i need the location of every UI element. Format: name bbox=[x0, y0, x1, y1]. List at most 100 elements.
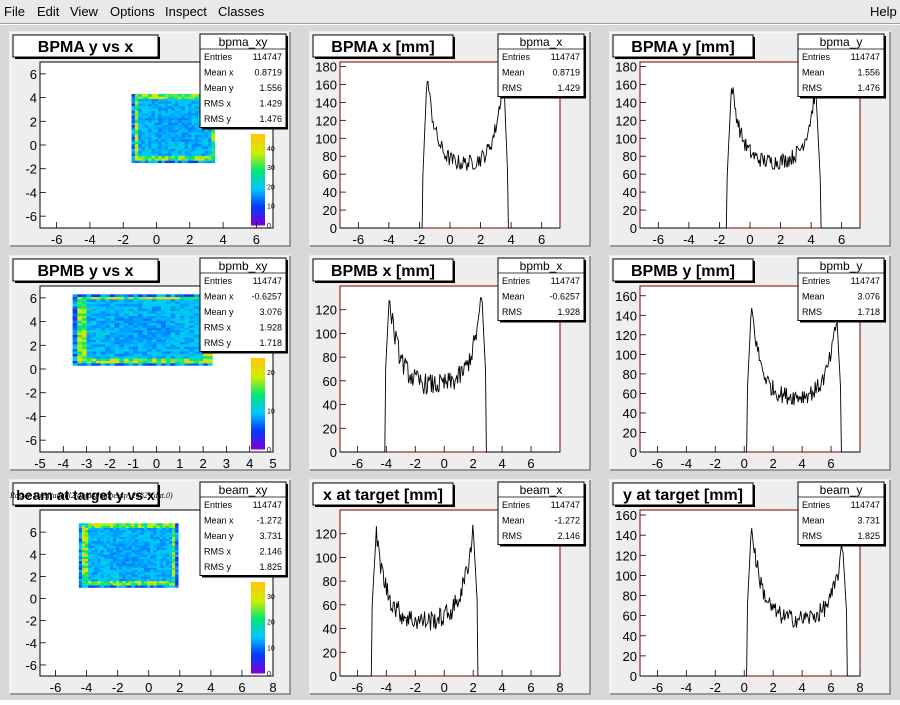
heatmap-cell bbox=[103, 554, 108, 557]
heatmap-cell bbox=[133, 306, 139, 309]
heatmap-cell bbox=[97, 565, 101, 568]
palette-band bbox=[251, 629, 265, 633]
heatmap-cell bbox=[123, 303, 129, 307]
heatmap-cell bbox=[158, 110, 162, 114]
heatmap-cell bbox=[208, 129, 212, 133]
heatmap-cell bbox=[172, 556, 176, 559]
heatmap-cell bbox=[201, 141, 206, 145]
heatmap-cell bbox=[86, 315, 92, 319]
menu-inspect[interactable]: Inspect bbox=[165, 4, 207, 19]
heatmap-cell bbox=[194, 94, 199, 97]
y-tick-label: 80 bbox=[623, 367, 637, 382]
heatmap-cell bbox=[105, 363, 111, 366]
heatmap-cell bbox=[156, 353, 162, 357]
menu-help[interactable]: Help bbox=[870, 4, 897, 19]
heatmap-cell bbox=[191, 134, 196, 137]
heatmap-cell bbox=[208, 143, 212, 147]
heatmap-cell bbox=[144, 534, 148, 537]
heatmap-cell bbox=[122, 549, 126, 553]
heatmap-cell bbox=[133, 327, 139, 331]
pad-title: BPMA y vs x bbox=[38, 39, 134, 56]
heatmap-cell bbox=[175, 523, 179, 526]
heatmap-cell bbox=[72, 322, 78, 326]
heatmap-cell bbox=[161, 351, 167, 354]
heatmap-cell bbox=[165, 360, 171, 364]
heatmap-cell bbox=[175, 543, 179, 546]
heatmap-cell bbox=[78, 527, 83, 531]
heatmap-cell bbox=[168, 540, 173, 544]
palette-band bbox=[251, 647, 265, 651]
root-canvas[interactable]: 0 10 20 30 40 -6 -4 -2 0 2 4 6 -6 -4 -2 0 2 4 6 BPMA y vs x… bbox=[0, 25, 900, 700]
x-tick-label: 2 bbox=[470, 680, 477, 695]
heatmap-cell bbox=[189, 339, 195, 343]
heatmap-cell bbox=[211, 155, 216, 159]
heatmap-cell bbox=[151, 98, 156, 102]
heatmap-cell bbox=[131, 529, 136, 533]
heatmap-cell bbox=[193, 299, 199, 302]
heatmap-cell bbox=[88, 525, 92, 529]
heatmap-cell bbox=[72, 325, 78, 328]
heatmap-cell bbox=[81, 538, 86, 542]
heatmap-cell bbox=[184, 98, 189, 102]
heatmap-cell bbox=[159, 534, 164, 537]
heatmap-cell bbox=[100, 346, 106, 350]
heatmap-cell bbox=[184, 139, 189, 142]
menu-classes[interactable]: Classes bbox=[218, 4, 265, 19]
stats-key: RMS x bbox=[204, 323, 232, 333]
heatmap-cell bbox=[138, 94, 142, 97]
heatmap-cell bbox=[106, 536, 111, 540]
heatmap-cell bbox=[154, 96, 159, 100]
heatmap-cell bbox=[193, 336, 199, 340]
menu-options[interactable]: Options bbox=[110, 4, 155, 19]
x-tick-label: 2 bbox=[770, 680, 777, 695]
heatmap-cell bbox=[109, 545, 114, 548]
heatmap-cell bbox=[142, 363, 148, 366]
heatmap-cell bbox=[109, 554, 114, 557]
heatmap-cell bbox=[105, 308, 111, 312]
heatmap-cell bbox=[156, 313, 162, 316]
heatmap-cell bbox=[181, 155, 186, 159]
heatmap-cell bbox=[113, 556, 117, 559]
heatmap-cell bbox=[168, 122, 172, 126]
heatmap-cell bbox=[109, 556, 114, 559]
stats-box bbox=[199, 33, 287, 128]
heatmap-cell bbox=[188, 136, 192, 140]
heatmap-cell bbox=[161, 341, 167, 345]
heatmap-cell bbox=[125, 532, 129, 535]
menu-edit[interactable]: Edit bbox=[37, 4, 60, 19]
heatmap-cell bbox=[178, 101, 182, 104]
heatmap-cell bbox=[131, 563, 136, 566]
x-tick-label: 6 bbox=[827, 680, 834, 695]
heatmap-cell bbox=[161, 155, 166, 159]
menu-view[interactable]: View bbox=[70, 4, 98, 19]
heatmap-cell bbox=[100, 348, 106, 352]
heatmap-cell bbox=[151, 129, 156, 133]
y-tick-label: -2 bbox=[25, 614, 37, 629]
heatmap-cell bbox=[125, 574, 129, 577]
heatmap-cell bbox=[95, 325, 101, 328]
heatmap-cell bbox=[131, 578, 136, 582]
heatmap-cell bbox=[91, 313, 97, 316]
heatmap-cell bbox=[204, 150, 209, 154]
heatmap-cell bbox=[171, 160, 176, 164]
y-tick-label: 40 bbox=[323, 185, 337, 200]
heatmap-cell bbox=[141, 110, 146, 114]
heatmap-cell bbox=[100, 583, 104, 586]
stats-value: 3.076 bbox=[259, 307, 282, 317]
heatmap-cell bbox=[148, 139, 152, 142]
heatmap-cell bbox=[91, 310, 97, 314]
menu-file[interactable]: File bbox=[4, 4, 25, 19]
heatmap-cell bbox=[154, 120, 159, 123]
heatmap-cell bbox=[158, 131, 162, 135]
heatmap-cell bbox=[211, 129, 216, 133]
